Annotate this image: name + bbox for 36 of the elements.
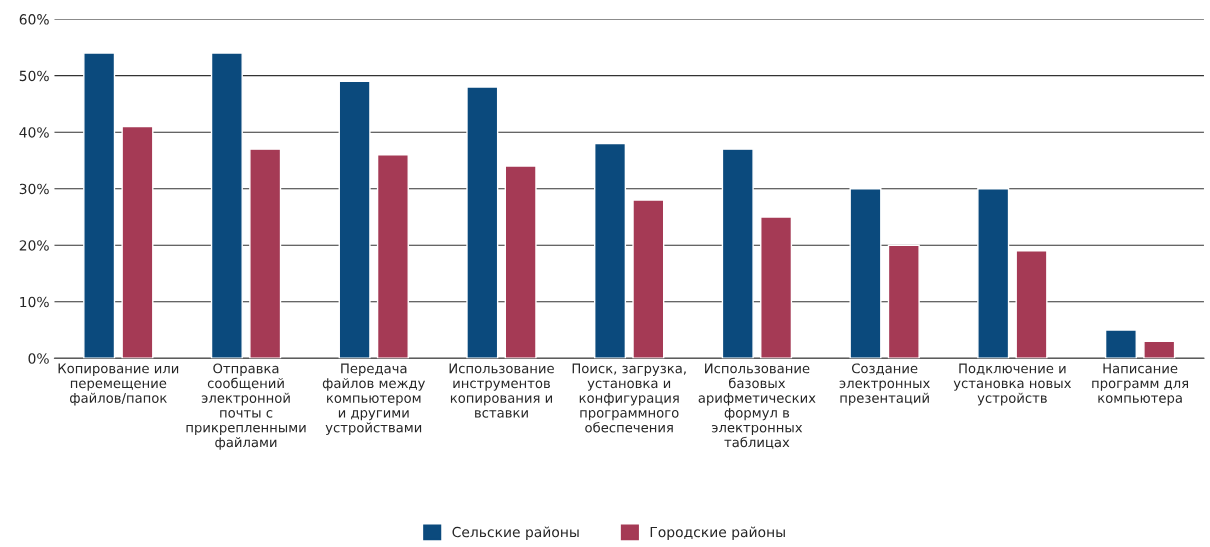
bar (887, 244, 920, 359)
bar (1143, 340, 1176, 359)
bar (632, 199, 665, 359)
x-tick-label: Написание программ для компьютера (1092, 363, 1188, 406)
bar (594, 142, 627, 359)
legend-label: Сельские районы (452, 526, 579, 540)
y-tick-label: 10% (20, 296, 49, 308)
bar (210, 52, 243, 359)
x-tick-label: Использование инструментов копирования и вставки (449, 363, 554, 418)
bar (721, 148, 754, 359)
bar (849, 188, 882, 359)
y-tick-label: 0% (28, 353, 49, 364)
y-tick-label: 60% (19, 14, 49, 25)
bar (466, 86, 499, 359)
bar (338, 80, 371, 359)
bar (83, 52, 116, 359)
bar (121, 125, 154, 359)
bar (376, 154, 409, 359)
legend-label: Городские районы (650, 526, 785, 540)
x-tick-label: Передача файлов между компьютером и другими устройствами (322, 363, 426, 436)
bar (504, 165, 537, 359)
x-tick-label: Создание электронных презентаций (839, 363, 930, 406)
bar (1015, 250, 1048, 359)
bar (249, 148, 282, 359)
bar (1104, 329, 1137, 359)
x-tick-label: Отправка сообщений электронной почты с прикрепленными файлами (186, 363, 306, 450)
bar (760, 216, 793, 359)
x-tick-label: Копирование или перемещение файлов/папок (58, 363, 179, 406)
bar (977, 188, 1010, 359)
y-tick-label: 30% (19, 183, 49, 195)
x-tick-label: Поиск, загрузка, установка и конфигурация программного обеспечения (572, 363, 686, 433)
y-tick-label: 20% (19, 240, 49, 251)
x-tick-label: Использование базовых арифметических формул в электронных таблицах (698, 363, 816, 449)
y-tick-label: 50% (19, 70, 49, 82)
y-tick-label: 40% (19, 127, 49, 138)
x-tick-label: Подключение и установка новых устройств (953, 363, 1072, 406)
